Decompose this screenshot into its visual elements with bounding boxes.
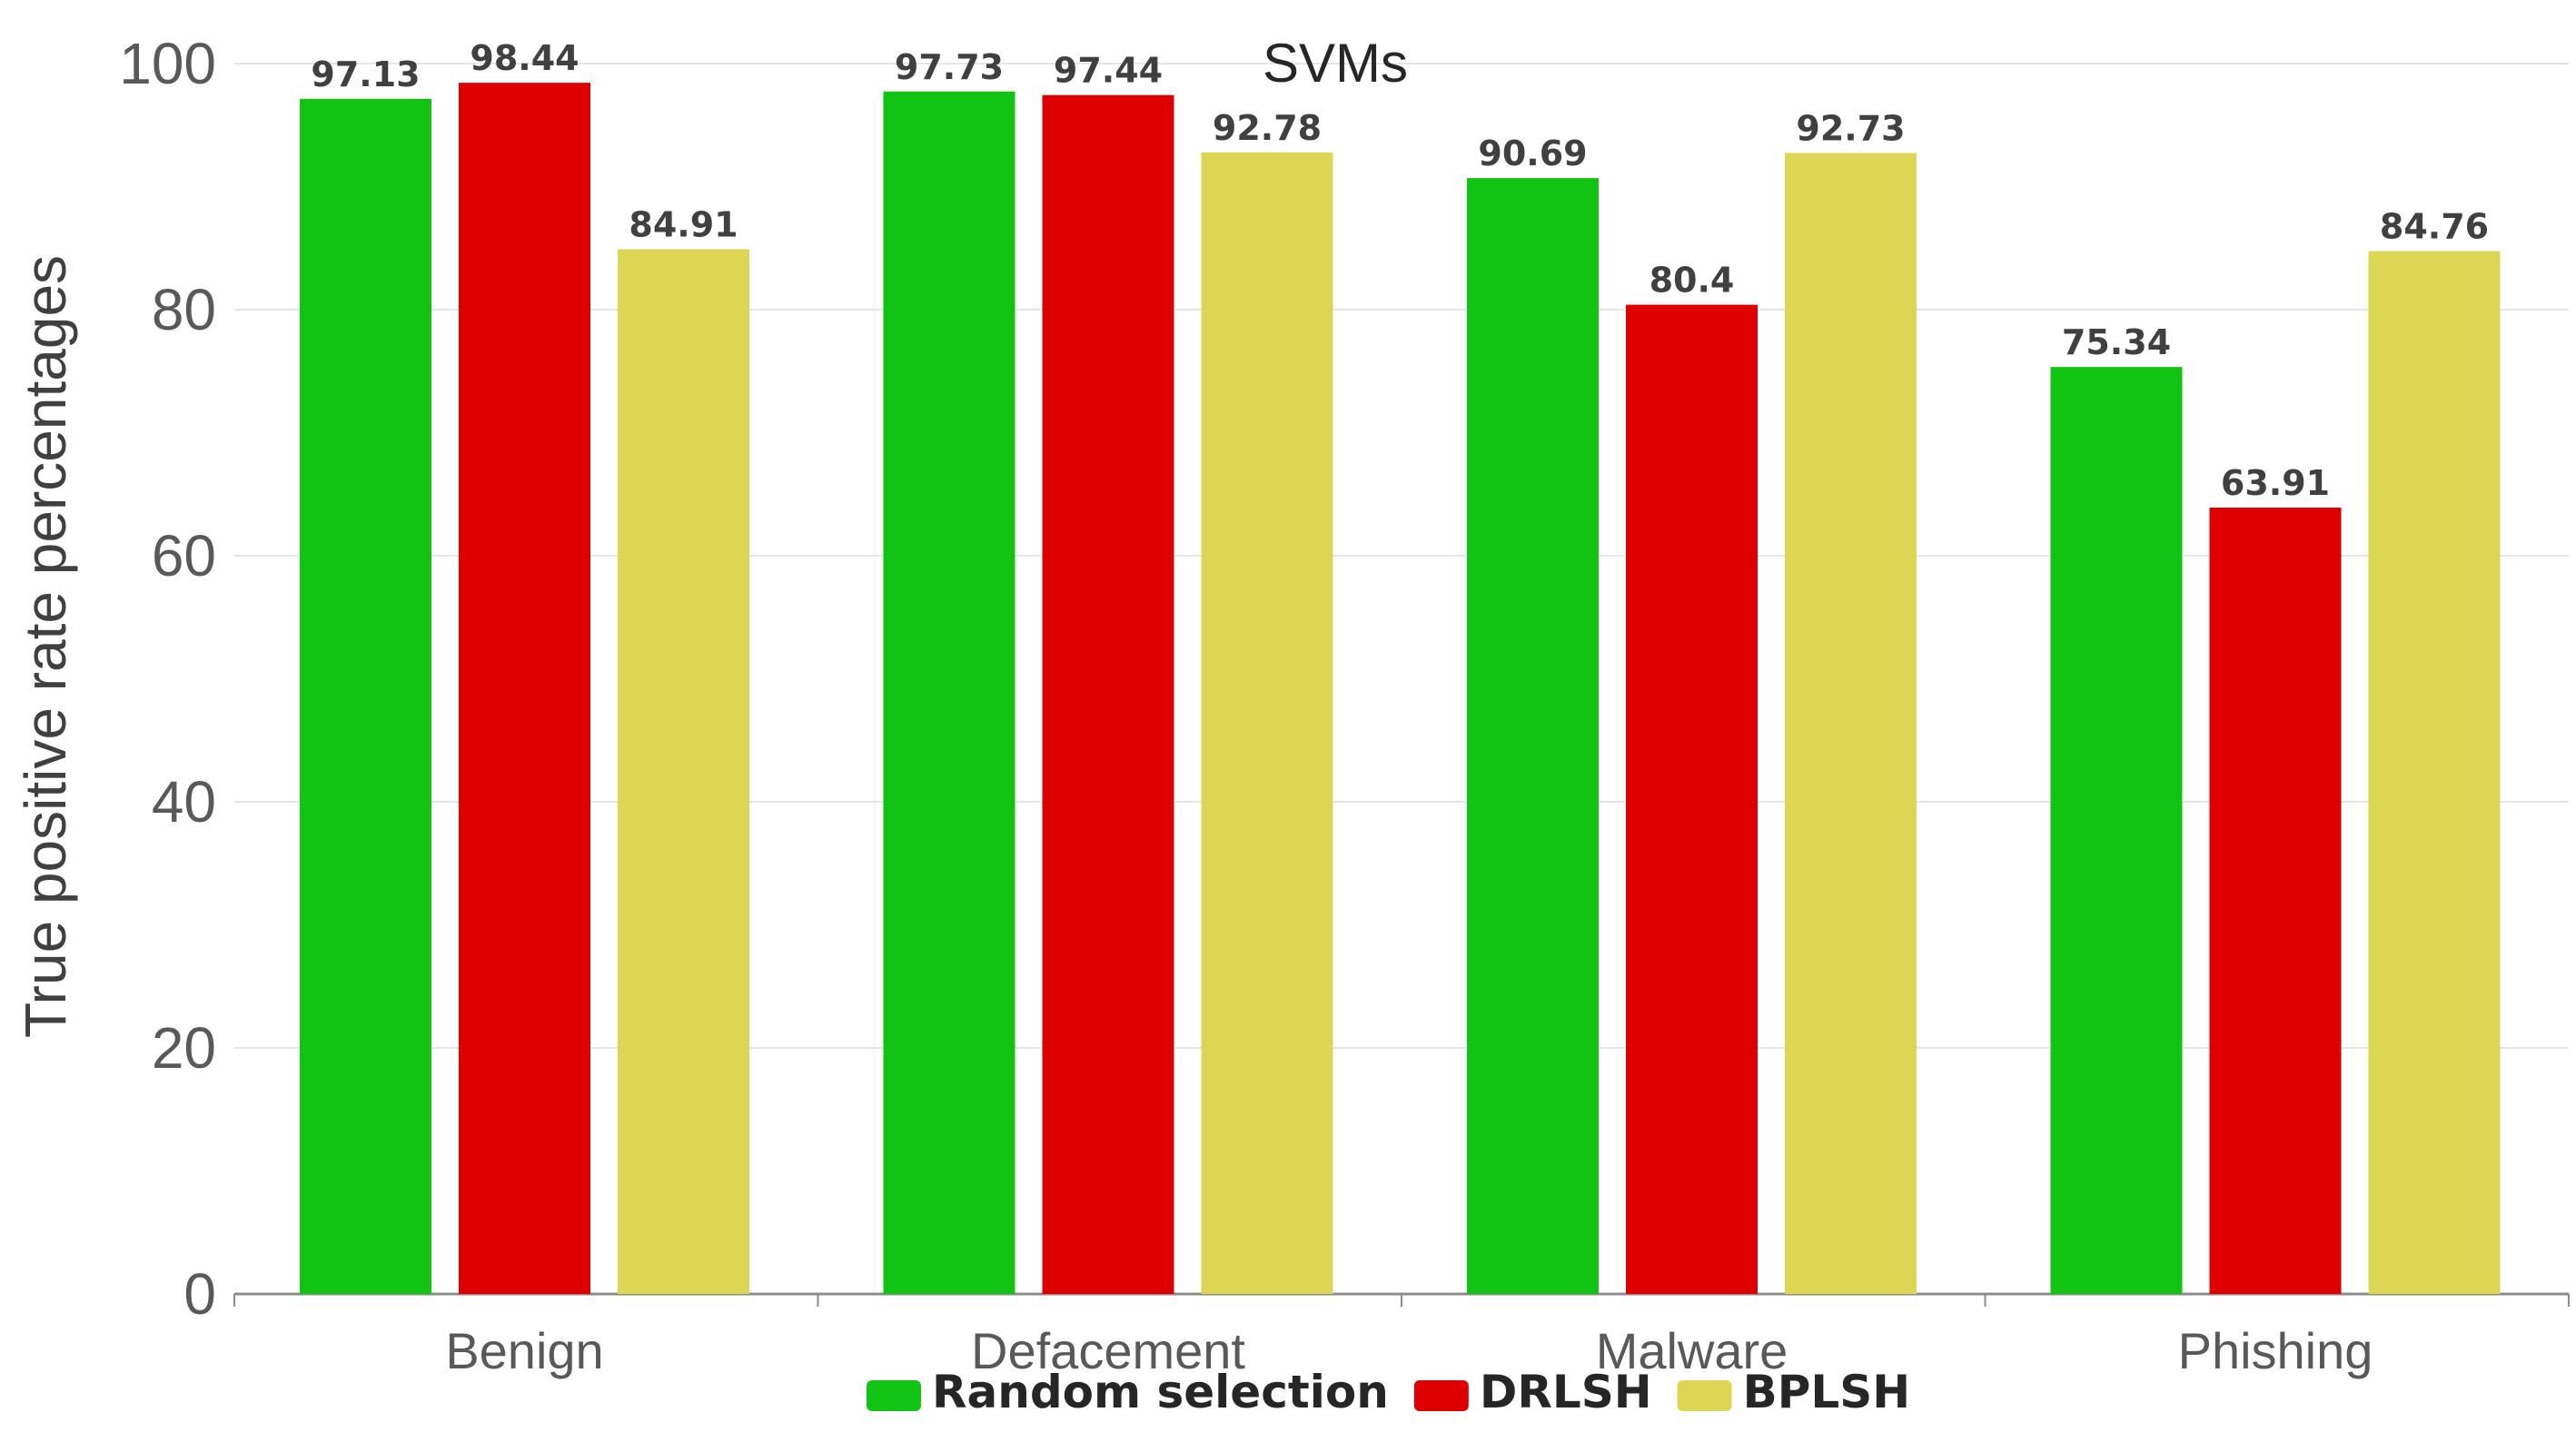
value-label-layer: 97.13 98.44 84.91 97.73 97.44 92.78 90.69 80.4 9… [311, 38, 2489, 503]
data-label: 63.91 [2221, 463, 2330, 503]
axis-layer: 0 20 40 60 80 100 Benign Defacement Malware Phish… [119, 31, 2570, 1379]
x-tick-label: Malware [1596, 1322, 1788, 1379]
data-label: 97.44 [1054, 51, 1163, 91]
data-label: 84.91 [629, 204, 738, 244]
data-label: 98.44 [470, 38, 579, 78]
y-axis-label: True positive rate percentages [13, 255, 78, 1038]
legend-swatch-random-selection [867, 1380, 921, 1411]
y-tick-label: 100 [119, 31, 216, 96]
legend-swatch-bplsh [1677, 1380, 1732, 1411]
bar-drlsh-phishing [2209, 508, 2342, 1294]
y-tick-label: 60 [152, 523, 216, 588]
y-tick-label: 80 [152, 277, 216, 342]
legend: Random selection DRLSH BPLSH [867, 1366, 1910, 1418]
bar-bplsh-benign [618, 249, 749, 1295]
chart-title: SVMs [1263, 33, 1408, 94]
data-label: 97.13 [311, 54, 420, 94]
bar-layer [300, 83, 2501, 1295]
y-tick-label: 0 [183, 1261, 216, 1327]
data-label: 97.73 [895, 47, 1004, 87]
legend-label-drlsh: DRLSH [1480, 1366, 1652, 1418]
y-tick-label: 40 [152, 769, 216, 835]
legend-swatch-drlsh [1413, 1380, 1469, 1411]
bar-bplsh-malware [1785, 153, 1917, 1294]
bar-bplsh-defacement [1201, 152, 1333, 1294]
legend-label-random-selection: Random selection [932, 1366, 1389, 1418]
data-label: 84.76 [2380, 207, 2489, 247]
bar-bplsh-phishing [2368, 251, 2501, 1295]
bar-random-selection-malware [1467, 178, 1599, 1294]
x-tick-label: Defacement [971, 1322, 1245, 1379]
x-tick-label: Phishing [2178, 1322, 2373, 1379]
data-label: 90.69 [1478, 133, 1587, 173]
data-label: 92.73 [1796, 109, 1905, 149]
x-tick-label: Benign [445, 1322, 603, 1379]
data-label: 75.34 [2062, 322, 2171, 362]
bar-drlsh-malware [1626, 304, 1758, 1295]
data-label: 80.4 [1650, 261, 1735, 301]
data-label: 92.78 [1213, 108, 1322, 148]
bar-random-selection-defacement [883, 91, 1016, 1294]
bar-drlsh-benign [459, 83, 590, 1295]
y-tick-label: 20 [152, 1015, 216, 1081]
bar-random-selection-benign [300, 98, 431, 1294]
bar-drlsh-defacement [1042, 94, 1174, 1295]
legend-label-bplsh: BPLSH [1743, 1366, 1910, 1418]
bar-random-selection-phishing [2050, 367, 2183, 1294]
